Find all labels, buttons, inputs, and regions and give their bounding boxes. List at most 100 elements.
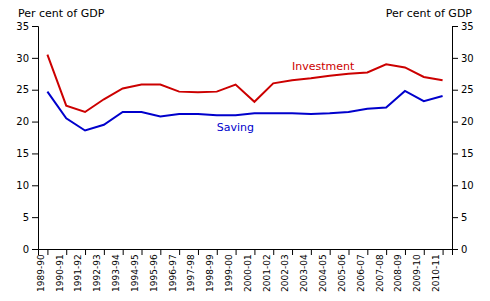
- tick-label: 0: [461, 244, 467, 255]
- tick-mark: [452, 217, 458, 218]
- tick-mark: [452, 153, 458, 154]
- tick-label: 2008-09: [393, 254, 403, 292]
- tick-mark: [349, 249, 350, 255]
- tick-label: 1996-97: [168, 254, 178, 292]
- tick-label: 1994-95: [130, 254, 140, 292]
- tick-label: 15: [461, 148, 474, 159]
- tick-label: 1998-99: [205, 254, 215, 292]
- tick-label: 1989-90: [36, 254, 46, 292]
- tick-label: 10: [16, 180, 29, 191]
- x-tick: 2006-07: [356, 249, 368, 292]
- tick-mark: [32, 122, 38, 123]
- x-tick: 1998-99: [205, 249, 217, 292]
- tick-mark: [452, 185, 458, 186]
- tick-label: 1997-98: [186, 254, 196, 292]
- tick-mark: [32, 217, 38, 218]
- x-tick: 1991-92: [73, 249, 85, 292]
- tick-mark: [198, 249, 199, 255]
- tick-label: 2002-03: [280, 254, 290, 292]
- tick-label: 0: [23, 244, 29, 255]
- y-tick: 35: [16, 21, 38, 32]
- tick-mark: [452, 249, 458, 250]
- tick-mark: [32, 58, 38, 59]
- y2-tick: 25: [452, 84, 474, 95]
- y-axis-title: Per cent of GDP: [18, 7, 105, 20]
- tick-label: 1993-94: [111, 254, 121, 292]
- tick-mark: [32, 90, 38, 91]
- tick-label: 30: [16, 53, 29, 64]
- tick-mark: [179, 249, 180, 255]
- tick-label: 2000-01: [243, 254, 253, 292]
- tick-label: 2004-05: [318, 254, 328, 292]
- tick-mark: [424, 249, 425, 255]
- tick-mark: [160, 249, 161, 255]
- axis-line: [32, 27, 39, 250]
- tick-label: 30: [461, 53, 474, 64]
- x-tick: 2005-06: [337, 249, 349, 292]
- tick-label: 2009-10: [412, 254, 422, 292]
- tick-mark: [123, 249, 124, 255]
- tick-label: 5: [23, 212, 29, 223]
- y2-tick: 0: [452, 244, 467, 255]
- tick-mark: [236, 249, 237, 255]
- tick-mark: [47, 249, 48, 255]
- tick-mark: [254, 249, 255, 255]
- chart: 1989-90 1990-91 1991-92 1992-93 1993-94 1994-…: [0, 0, 490, 301]
- x-tick: 1992-93: [92, 249, 104, 292]
- axis-line: [453, 27, 459, 250]
- tick-mark: [452, 90, 458, 91]
- tick-mark: [452, 58, 458, 59]
- y-tick: 30: [16, 53, 38, 64]
- y2-tick: 5: [452, 212, 467, 223]
- y-tick: 5: [23, 212, 38, 223]
- tick-label: 1991-92: [73, 254, 83, 292]
- tick-mark: [32, 249, 38, 250]
- y2-tick: 20: [452, 116, 474, 127]
- x-tick: 2007-08: [375, 249, 387, 292]
- y-tick: 20: [16, 116, 38, 127]
- x-tick: 2003-04: [299, 249, 311, 292]
- x-tick: 2002-03: [280, 249, 292, 292]
- x-tick: 1990-91: [55, 249, 67, 292]
- tick-label: 20: [16, 116, 29, 127]
- x-tick: 2000-01: [243, 249, 255, 292]
- y2-tick: 15: [452, 148, 474, 159]
- series-label: Investment: [292, 60, 355, 73]
- tick-mark: [142, 249, 143, 255]
- tick-label: 35: [461, 21, 474, 32]
- tick-label: 2006-07: [356, 254, 366, 292]
- x-axis: 1989-90 1990-91 1991-92 1992-93 1993-94 1994-…: [36, 249, 453, 292]
- x-tick: 1997-98: [186, 249, 198, 292]
- x-tick: 1994-95: [130, 249, 142, 292]
- x-tick: 2008-09: [393, 249, 405, 292]
- x-tick: 1993-94: [111, 249, 123, 292]
- tick-label: 2003-04: [299, 254, 309, 292]
- y-tick: 15: [16, 148, 38, 159]
- y-tick: 25: [16, 84, 38, 95]
- y-tick: 0: [23, 244, 38, 255]
- tick-label: 1992-93: [92, 254, 102, 292]
- x-tick: 2001-02: [262, 249, 274, 292]
- y-axis: 0 5 10 15 20 25 30 35: [16, 21, 38, 255]
- tick-mark: [452, 26, 458, 27]
- y2-axis-title: Per cent of GDP: [386, 7, 473, 20]
- x-tick: 1999-00: [224, 249, 236, 292]
- x-tick: 2004-05: [318, 249, 330, 292]
- tick-label: 1990-91: [55, 254, 65, 292]
- tick-label: 35: [16, 21, 29, 32]
- y2-tick: 30: [452, 53, 474, 64]
- labels: InvestmentSaving: [217, 60, 355, 134]
- tick-mark: [386, 249, 387, 255]
- x-tick: 1995-96: [149, 249, 161, 292]
- x-tick: 2010-11: [431, 249, 443, 292]
- tick-mark: [405, 249, 406, 255]
- lines: [47, 55, 442, 131]
- tick-mark: [32, 185, 38, 186]
- tick-mark: [85, 249, 86, 255]
- tick-mark: [217, 249, 218, 255]
- tick-mark: [443, 249, 444, 255]
- tick-mark: [66, 249, 67, 255]
- tick-mark: [32, 26, 38, 27]
- x-tick: 2009-10: [412, 249, 424, 292]
- tick-label: 1995-96: [149, 254, 159, 292]
